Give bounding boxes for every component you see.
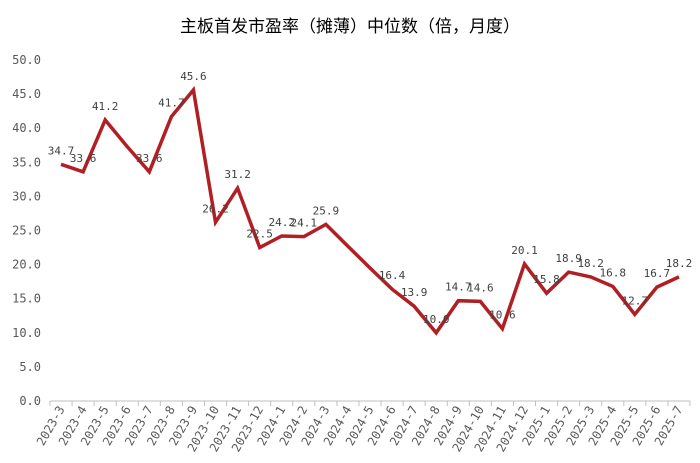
data-label: 22.5 bbox=[246, 228, 273, 241]
y-tick-label: 5.0 bbox=[19, 360, 41, 374]
chart-title: 主板首发市盈率（摊薄）中位数（倍，月度） bbox=[180, 17, 520, 37]
series-line bbox=[60, 85, 680, 336]
data-label: 26.2 bbox=[202, 202, 229, 215]
data-label: 16.7 bbox=[644, 267, 671, 280]
data-label: 41.2 bbox=[92, 100, 119, 113]
data-label: 18.2 bbox=[666, 257, 693, 270]
data-label: 15.8 bbox=[533, 273, 560, 286]
y-tick-label: 0.0 bbox=[19, 394, 41, 408]
data-label: 20.1 bbox=[511, 244, 538, 257]
y-tick-label: 20.0 bbox=[12, 258, 41, 272]
y-tick-label: 30.0 bbox=[12, 189, 41, 203]
data-label: 24.1 bbox=[291, 217, 318, 230]
y-axis: 0.0 5.0 10.0 15.0 20.0 25.0 30.0 35.0 40.0 45.0 50… bbox=[12, 53, 41, 408]
data-label: 18.9 bbox=[555, 252, 582, 265]
data-label: 14.7 bbox=[445, 281, 472, 294]
data-label: 10.0 bbox=[423, 313, 450, 326]
data-label: 18.2 bbox=[577, 257, 604, 270]
x-axis: 2023-32023-42023-52023-62023-72023-82023… bbox=[34, 400, 691, 454]
data-label: 12.7 bbox=[622, 294, 649, 307]
data-label: 34.7 bbox=[48, 144, 75, 157]
data-label: 16.8 bbox=[600, 266, 627, 279]
data-label: 45.6 bbox=[180, 70, 207, 83]
y-tick-label: 10.0 bbox=[12, 326, 41, 340]
y-tick-label: 40.0 bbox=[12, 121, 41, 135]
data-label: 33.6 bbox=[70, 152, 97, 165]
y-tick-label: 45.0 bbox=[12, 87, 41, 101]
data-label: 16.4 bbox=[379, 269, 406, 282]
y-tick-label: 25.0 bbox=[12, 224, 41, 238]
data-label: 41.7 bbox=[158, 97, 185, 110]
series-layer bbox=[60, 85, 680, 336]
data-label: 13.9 bbox=[401, 286, 428, 299]
data-labels: 34.733.641.233.641.745.626.231.222.524.2… bbox=[48, 70, 692, 326]
y-tick-label: 35.0 bbox=[12, 155, 41, 169]
y-tick-label: 50.0 bbox=[12, 53, 41, 67]
data-label: 25.9 bbox=[313, 204, 340, 217]
data-label: 14.6 bbox=[467, 281, 494, 294]
data-label: 33.6 bbox=[136, 152, 163, 165]
data-label: 24.2 bbox=[268, 216, 295, 229]
data-label: 31.2 bbox=[224, 168, 251, 181]
y-tick-label: 15.0 bbox=[12, 292, 41, 306]
data-label: 10.6 bbox=[489, 309, 516, 322]
